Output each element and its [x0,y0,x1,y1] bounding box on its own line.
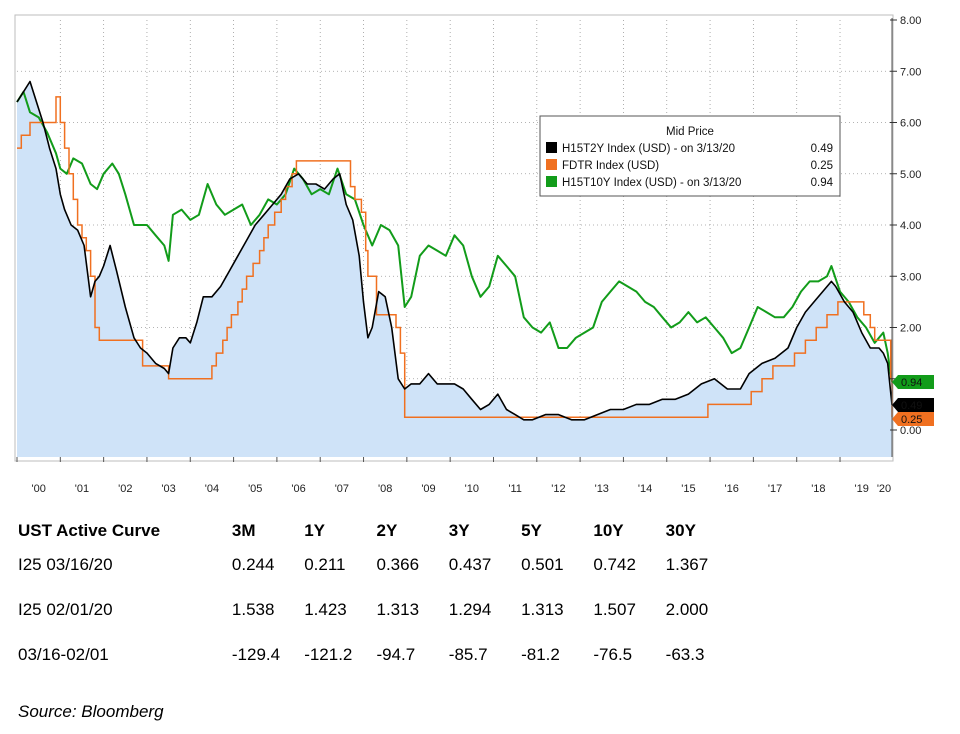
ust-curve-table: UST Active Curve 3M 1Y 2Y 3Y 5Y 10Y 30Y … [18,520,738,677]
table-cell: -94.7 [376,644,416,664]
table-header-cell: 10Y [593,521,624,540]
end-badge [892,412,934,426]
y-tick-label: 4.00 [900,220,921,232]
x-tick-label: '20 [877,483,891,495]
series-area [17,81,892,457]
table-cell: -63.3 [665,644,705,664]
x-tick-label: '19 [855,483,869,495]
end-value-badges: 0.94 0.49 0.25 [892,375,934,426]
table-header-cell: 5Y [521,521,542,540]
series-2y-line [16,80,893,421]
table-cell: -81.2 [521,644,560,664]
x-tick-label: '14 [638,483,652,495]
table-header-cell: 2Y [376,521,398,540]
y-tick-label: 0.00 [900,425,921,437]
legend-swatch-fdtr [546,159,557,170]
x-tick-label: '02 [118,483,132,495]
x-tick-label: '11 [508,483,522,495]
x-tick-label: '03 [161,483,175,495]
x-axis: '00 '01 '02 '03 '04 '05 '06 '07 '08 '09 '10 '11 '12 '… [16,457,891,495]
end-badge-label: 0.49 [901,400,922,412]
series-10y-line [16,90,893,382]
legend-label-2y: H15T2Y Index (USD) - on 3/13/20 [562,143,735,155]
table-header-cell: 30Y [665,521,696,540]
legend: Mid Price H15T2Y Index (USD) - on 3/13/2… [539,115,841,197]
table-cell: 1.538 [231,599,275,619]
yield-chart: '00 '01 '02 '03 '04 '05 '06 '07 '08 '09 '10 '11 '12 '… [14,14,934,495]
table-cell: -85.7 [448,644,488,664]
table-row: 03/16-02/01 -129.4 -121.2 -94.7 -85.7 -8… [18,632,738,677]
x-tick-label: '17 [768,483,782,495]
table-cell: 2.000 [665,599,709,619]
legend-value-10y: 0.94 [811,177,834,189]
table-cell: -121.2 [304,644,353,664]
table-row-label: I25 03/16/20 [18,554,113,574]
x-tick-label: '12 [551,483,565,495]
table-row-label: I25 02/01/20 [18,599,113,619]
y-axis: 8.007.006.005.004.003.002.001.000.00 [890,15,921,457]
legend-title: Mid Price [666,126,714,138]
y-tick-label: 7.00 [900,66,921,78]
x-tick-label: '04 [205,483,219,495]
table-header-cell: 1Y [304,521,325,540]
x-tick-label: '07 [335,483,349,495]
legend-swatch-2y [546,142,557,153]
x-tick-label: '16 [725,483,739,495]
end-badge [892,375,934,389]
end-badge-label: 0.25 [901,414,922,426]
table-cell: 1.507 [593,599,636,619]
series-lines [16,80,893,421]
table-row: I25 02/01/20 1.538 1.423 1.313 1.294 1.3… [18,587,738,632]
table-row-label: 03/16-02/01 [18,644,109,664]
y-tick-label: 2.00 [900,323,921,335]
x-tick-label: '06 [291,483,305,495]
legend-box [539,115,841,197]
legend-value-fdtr: 0.25 [811,160,833,172]
table-cell: 1.423 [304,599,347,619]
table-header-cell: UST Active Curve [18,521,161,540]
table-cell: 0.244 [231,554,275,574]
x-tick-label: '13 [595,483,609,495]
table-header-cell: 3M [231,521,256,540]
table-cell: -129.4 [231,644,281,664]
legend-swatch-10y [546,176,557,187]
table-cell: 0.742 [593,554,636,574]
x-tick-label: '00 [31,483,45,495]
legend-label-10y: H15T10Y Index (USD) - on 3/13/20 [562,177,741,189]
legend-value-2y: 0.49 [811,143,833,155]
x-tick-label: '01 [75,483,89,495]
table-cell: 1.367 [665,554,709,574]
series-fdtr-line [17,96,893,418]
x-tick-label: '10 [465,483,479,495]
table-cell: 0.437 [448,554,492,574]
table-row: I25 03/16/20 0.244 0.211 0.366 0.437 0.5… [18,542,738,587]
table-cell: 0.211 [304,554,346,574]
x-tick-label: '09 [421,483,435,495]
legend-label-fdtr: FDTR Index (USD) [562,160,659,172]
table-cell: 1.313 [521,599,564,619]
y-tick-label: 3.00 [900,271,921,283]
end-badge [892,398,934,412]
source-note: Source: Bloomberg [18,702,164,721]
table-cell: 0.501 [521,554,564,574]
series-2y-area [17,81,892,457]
x-tick-label: '08 [378,483,392,495]
y-tick-label: 6.00 [900,118,921,130]
end-badge-label: 0.94 [901,377,922,389]
table-cell: 0.366 [376,554,420,574]
x-tick-label: '05 [248,483,262,495]
x-tick-label: '15 [681,483,695,495]
y-tick-label: 5.00 [900,169,921,181]
table-header-cell: 3Y [448,521,470,540]
x-tick-label: '18 [811,483,825,495]
y-tick-label: 8.00 [900,15,921,27]
table-header-row: UST Active Curve 3M 1Y 2Y 3Y 5Y 10Y 30Y [18,520,738,542]
table-cell: 1.313 [376,599,420,619]
table-cell: 1.294 [448,599,492,619]
table-cell: -76.5 [593,644,633,664]
